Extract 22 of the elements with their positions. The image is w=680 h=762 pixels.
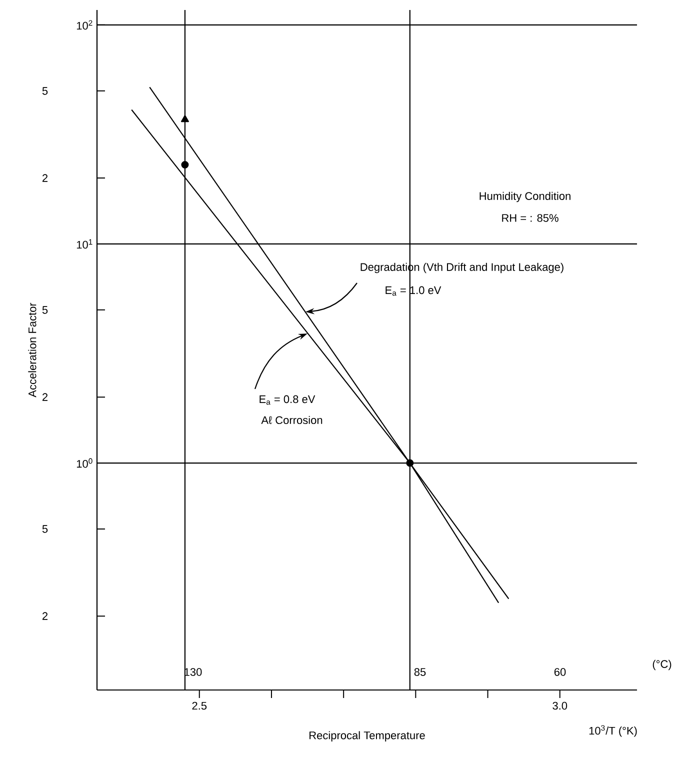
x-tick-label: 3.0 xyxy=(552,702,568,710)
text: (°C) xyxy=(652,660,672,670)
y-tick-label: 10$^{2}$ xyxy=(76,20,92,30)
text: 2 xyxy=(42,612,48,620)
annotation: 60 xyxy=(554,668,566,676)
annotation: Humidity Condition xyxy=(480,192,570,202)
x-axis-title: Reciprocal Temperature xyxy=(310,731,425,742)
x-tick-label: 2.5 xyxy=(192,702,207,710)
text: 5 xyxy=(42,306,48,314)
y-tick-label: 10$^{1}$ xyxy=(76,239,92,249)
text: 10$^{3}$/T (°K) xyxy=(589,725,637,737)
text: 2 xyxy=(42,174,48,182)
annotation: 130 xyxy=(184,668,202,676)
annotation: RH = : 85% xyxy=(502,214,558,222)
text: 2 xyxy=(42,393,48,401)
annotation: E$_{a}$ = 0.8 eV xyxy=(260,395,316,405)
text: 5 xyxy=(42,525,48,533)
annotation: 85 xyxy=(414,668,426,676)
text: 5 xyxy=(42,87,48,95)
y-axis-title: Acceleration Factor xyxy=(28,302,36,398)
annotation: Aℓ Corrosion xyxy=(261,416,322,424)
y-tick-label: 10$^{0}$ xyxy=(76,458,92,468)
